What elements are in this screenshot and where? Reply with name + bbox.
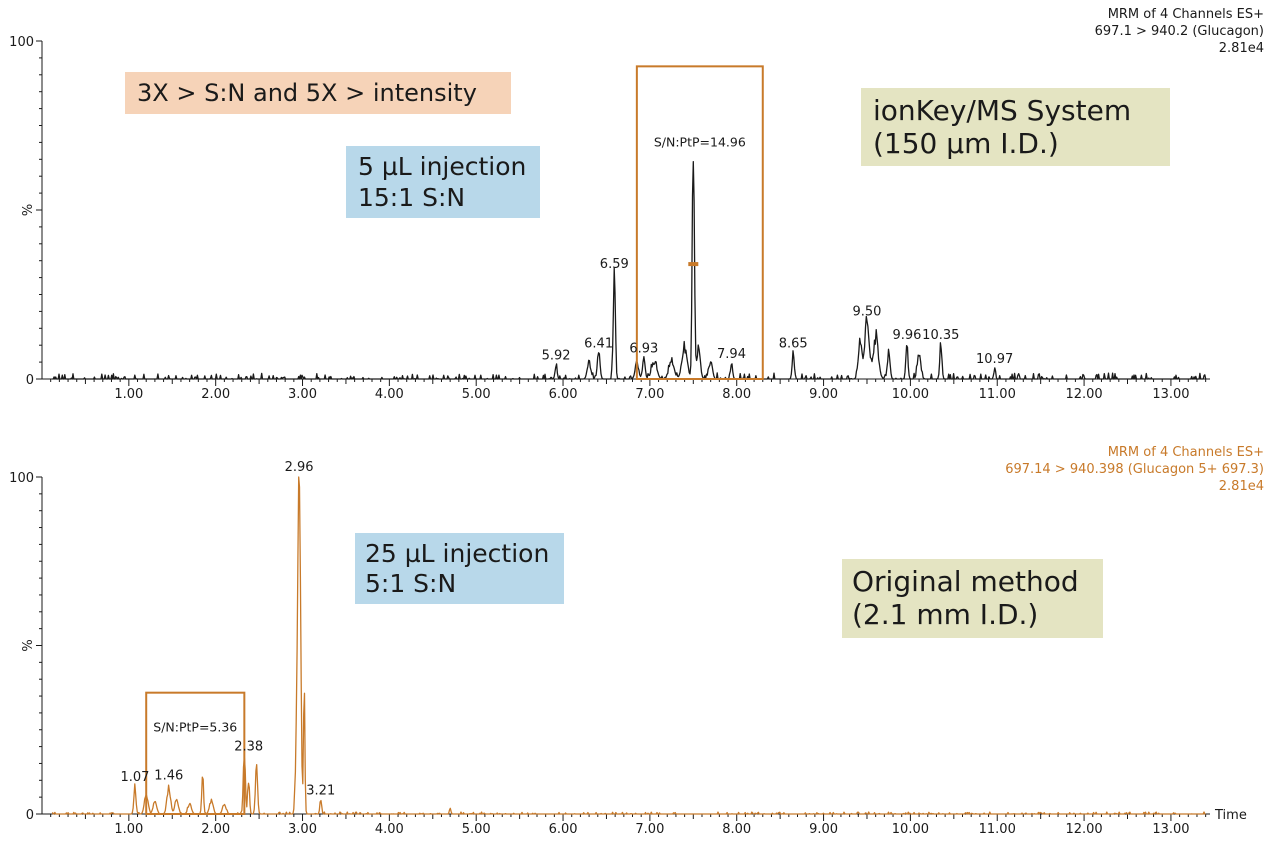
y-tick-label-100: 100	[9, 35, 34, 50]
peak-label: 9.50	[853, 305, 882, 320]
x-tick-label: 10.00	[892, 822, 929, 837]
x-tick-label: 2.00	[201, 822, 230, 837]
y-tick-label-0: 0	[26, 373, 34, 388]
x-tick-label: 11.00	[979, 822, 1016, 837]
bottom-system-id: (2.1 mm I.D.)	[852, 598, 1039, 631]
x-tick-label: 3.00	[288, 387, 317, 402]
peak-label: 2.96	[285, 460, 314, 475]
chromatogram-top: MRM of 4 Channels ES+ 697.1 > 940.2 (Gluc…	[9, 7, 1264, 402]
x-tick-label: 6.00	[549, 387, 578, 402]
x-tick-label: 7.00	[635, 387, 664, 402]
x-tick-label: 10.00	[892, 387, 929, 402]
x-tick-label: 5.00	[462, 387, 491, 402]
header-line-0: MRM of 4 Channels ES+	[1108, 7, 1264, 22]
peak-label: 1.07	[120, 770, 149, 785]
header-line-2: 2.81e4	[1219, 479, 1264, 494]
header-line-1: 697.14 > 940.398 (Glucagon 5+ 697.3)	[1005, 462, 1264, 477]
x-tick-label: 11.00	[979, 387, 1016, 402]
peak-label: 7.94	[717, 347, 746, 362]
x-tick-label: 4.00	[375, 822, 404, 837]
y-tick-label-100: 100	[9, 471, 34, 486]
bottom-system-note: Original method (2.1 mm I.D.)	[842, 559, 1103, 638]
header-line-2: 2.81e4	[1219, 41, 1264, 56]
x-tick-label: 8.00	[722, 822, 751, 837]
x-tick-label: 8.00	[722, 387, 751, 402]
x-tick-label: 13.00	[1152, 822, 1189, 837]
x-axis-label: Time	[1214, 808, 1247, 823]
header-line-0: MRM of 4 Channels ES+	[1108, 445, 1264, 460]
chromatogram-trace	[52, 161, 1207, 380]
x-tick-label: 7.00	[635, 822, 664, 837]
x-tick-label: 12.00	[1065, 822, 1102, 837]
peak-label: 5.92	[542, 348, 571, 363]
sn-measurement-box	[145, 691, 246, 815]
x-tick-label: 9.00	[809, 822, 838, 837]
comparison-tag: 3X > S:N and 5X > intensity	[125, 72, 511, 114]
chromatogram-bottom: MRM of 4 Channels ES+ 697.14 > 940.398 (G…	[9, 445, 1264, 837]
x-tick-label: 9.00	[809, 387, 838, 402]
sn-measurement-box	[635, 65, 764, 380]
peak-label: 1.46	[154, 768, 183, 783]
y-tick-label-0: 0	[26, 808, 34, 823]
peak-label: 6.93	[629, 342, 658, 357]
top-injection-sn: 15:1 S:N	[358, 183, 466, 212]
x-tick-label: 1.00	[114, 822, 143, 837]
peak-label: 2.38	[234, 740, 263, 755]
x-tick-label: 5.00	[462, 822, 491, 837]
peak-label: 6.41	[584, 337, 613, 352]
comparison-tag-text: 3X > S:N and 5X > intensity	[137, 79, 477, 107]
top-injection-volume: 5 µL injection	[358, 152, 527, 181]
header-line-1: 697.1 > 940.2 (Glucagon)	[1095, 24, 1264, 39]
peak-label: 10.97	[976, 352, 1013, 367]
x-tick-label: 2.00	[201, 387, 230, 402]
peak-label: 6.59	[600, 257, 629, 272]
y-axis-label: %	[21, 204, 36, 216]
bottom-injection-note: 25 µL injection 5:1 S:N	[355, 533, 564, 604]
sn-label: S/N:PtP=5.36	[153, 720, 237, 735]
y-axis-label: %	[21, 639, 36, 651]
x-tick-label: 1.00	[114, 387, 143, 402]
x-tick-label: 12.00	[1065, 387, 1102, 402]
top-system-id: (150 µm I.D.)	[873, 127, 1059, 160]
chromatogram-trace	[51, 476, 1206, 815]
bottom-injection-sn: 5:1 S:N	[365, 569, 457, 598]
peak-label: 10.35	[922, 328, 959, 343]
peak-label: 8.65	[779, 337, 808, 352]
peak-label: 9.96	[892, 328, 921, 343]
peak-label: 3.21	[306, 784, 335, 799]
top-system-note: ionKey/MS System (150 µm I.D.)	[861, 88, 1170, 166]
bottom-system-name: Original method	[852, 565, 1079, 598]
bottom-injection-volume: 25 µL injection	[365, 539, 550, 568]
x-tick-label: 3.00	[288, 822, 317, 837]
top-injection-note: 5 µL injection 15:1 S:N	[346, 146, 540, 218]
x-tick-label: 13.00	[1152, 387, 1189, 402]
x-tick-label: 4.00	[375, 387, 404, 402]
sn-label: S/N:PtP=14.96	[654, 134, 746, 149]
top-system-name: ionKey/MS System	[873, 94, 1132, 127]
x-tick-label: 6.00	[549, 822, 578, 837]
